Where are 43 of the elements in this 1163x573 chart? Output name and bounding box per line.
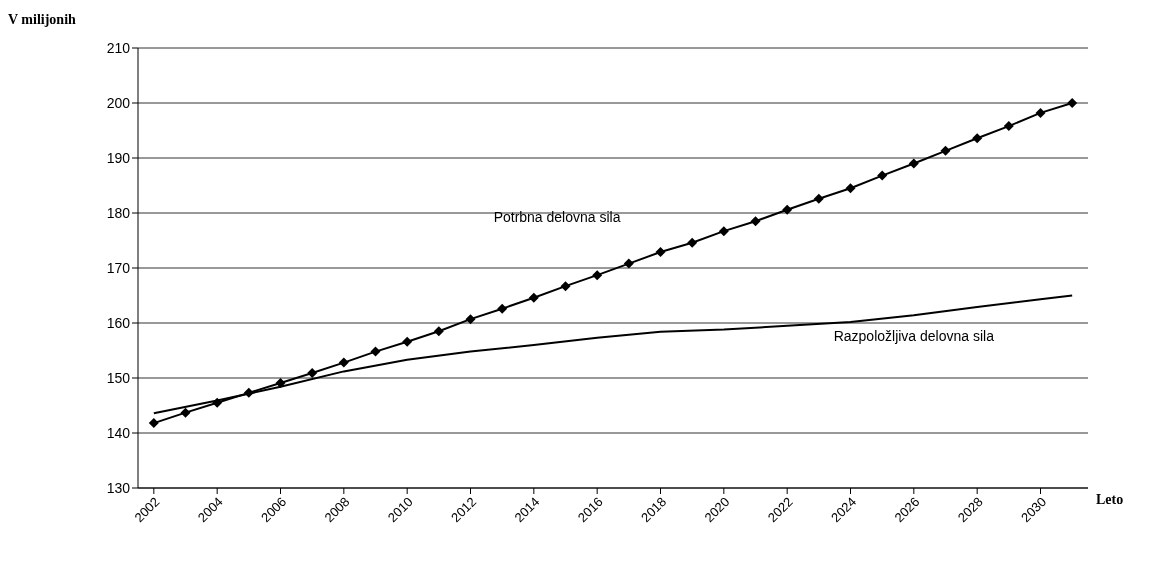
y-tick-label: 190 (106, 149, 131, 166)
point (338, 357, 349, 368)
point (212, 397, 223, 408)
point (813, 193, 824, 204)
point (402, 336, 413, 347)
point (750, 216, 761, 227)
point (940, 145, 951, 156)
point (972, 133, 983, 144)
point (687, 237, 698, 248)
point (718, 226, 729, 237)
text: Potrbna delovna sila (493, 209, 621, 226)
point (560, 281, 571, 292)
y-tick-label: 160 (106, 314, 131, 331)
y-tick-label: 170 (106, 259, 131, 276)
point (1035, 107, 1046, 118)
y-tick-label: 150 (106, 369, 131, 386)
point (275, 377, 286, 388)
point (307, 368, 318, 379)
point (1003, 121, 1014, 132)
point (148, 418, 159, 429)
point (592, 270, 603, 281)
point (655, 247, 666, 258)
point (877, 170, 888, 181)
point (497, 303, 508, 314)
point (623, 258, 634, 269)
x-axis-title: Leto (1096, 492, 1124, 508)
point (243, 387, 254, 398)
y-tick-label: 130 (106, 479, 131, 496)
point (1067, 98, 1078, 108)
point (465, 314, 476, 325)
point (845, 183, 856, 194)
point (180, 407, 191, 418)
y-tick-label: 200 (106, 94, 131, 111)
point (908, 158, 919, 169)
point (782, 204, 793, 215)
y-tick-label: 210 (106, 39, 131, 56)
y-axis-title: V milijonih (8, 12, 76, 28)
y-tick-label: 140 (106, 424, 131, 441)
point (528, 292, 539, 303)
y-tick-label: 180 (106, 204, 131, 221)
series-label: Razpoložljiva delovna sila (833, 328, 995, 345)
point (433, 326, 444, 337)
point (370, 346, 381, 357)
